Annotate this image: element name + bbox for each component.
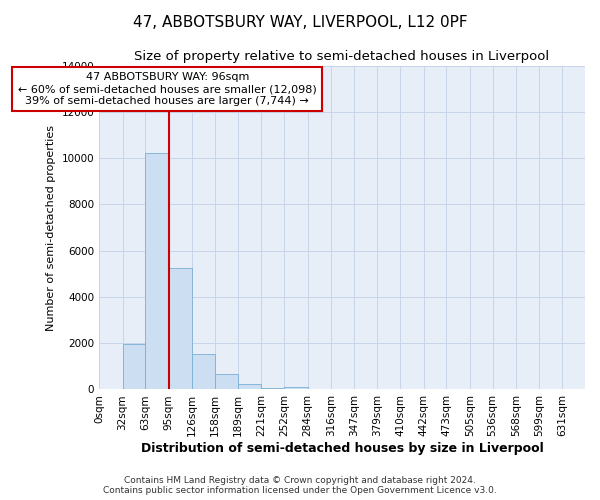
Bar	[238, 384, 261, 390]
Text: 47, ABBOTSBURY WAY, LIVERPOOL, L12 0PF: 47, ABBOTSBURY WAY, LIVERPOOL, L12 0PF	[133, 15, 467, 30]
Bar	[261, 388, 284, 390]
Bar	[191, 354, 215, 390]
Bar	[145, 154, 169, 390]
Text: Contains HM Land Registry data © Crown copyright and database right 2024.
Contai: Contains HM Land Registry data © Crown c…	[103, 476, 497, 495]
Y-axis label: Number of semi-detached properties: Number of semi-detached properties	[46, 124, 56, 330]
Bar	[169, 268, 191, 390]
Bar	[122, 344, 145, 390]
Text: 47 ABBOTSBURY WAY: 96sqm
← 60% of semi-detached houses are smaller (12,098)
39% : 47 ABBOTSBURY WAY: 96sqm ← 60% of semi-d…	[18, 72, 317, 106]
Title: Size of property relative to semi-detached houses in Liverpool: Size of property relative to semi-detach…	[134, 50, 550, 63]
Bar	[215, 374, 238, 390]
X-axis label: Distribution of semi-detached houses by size in Liverpool: Distribution of semi-detached houses by …	[140, 442, 544, 455]
Bar	[284, 387, 308, 390]
